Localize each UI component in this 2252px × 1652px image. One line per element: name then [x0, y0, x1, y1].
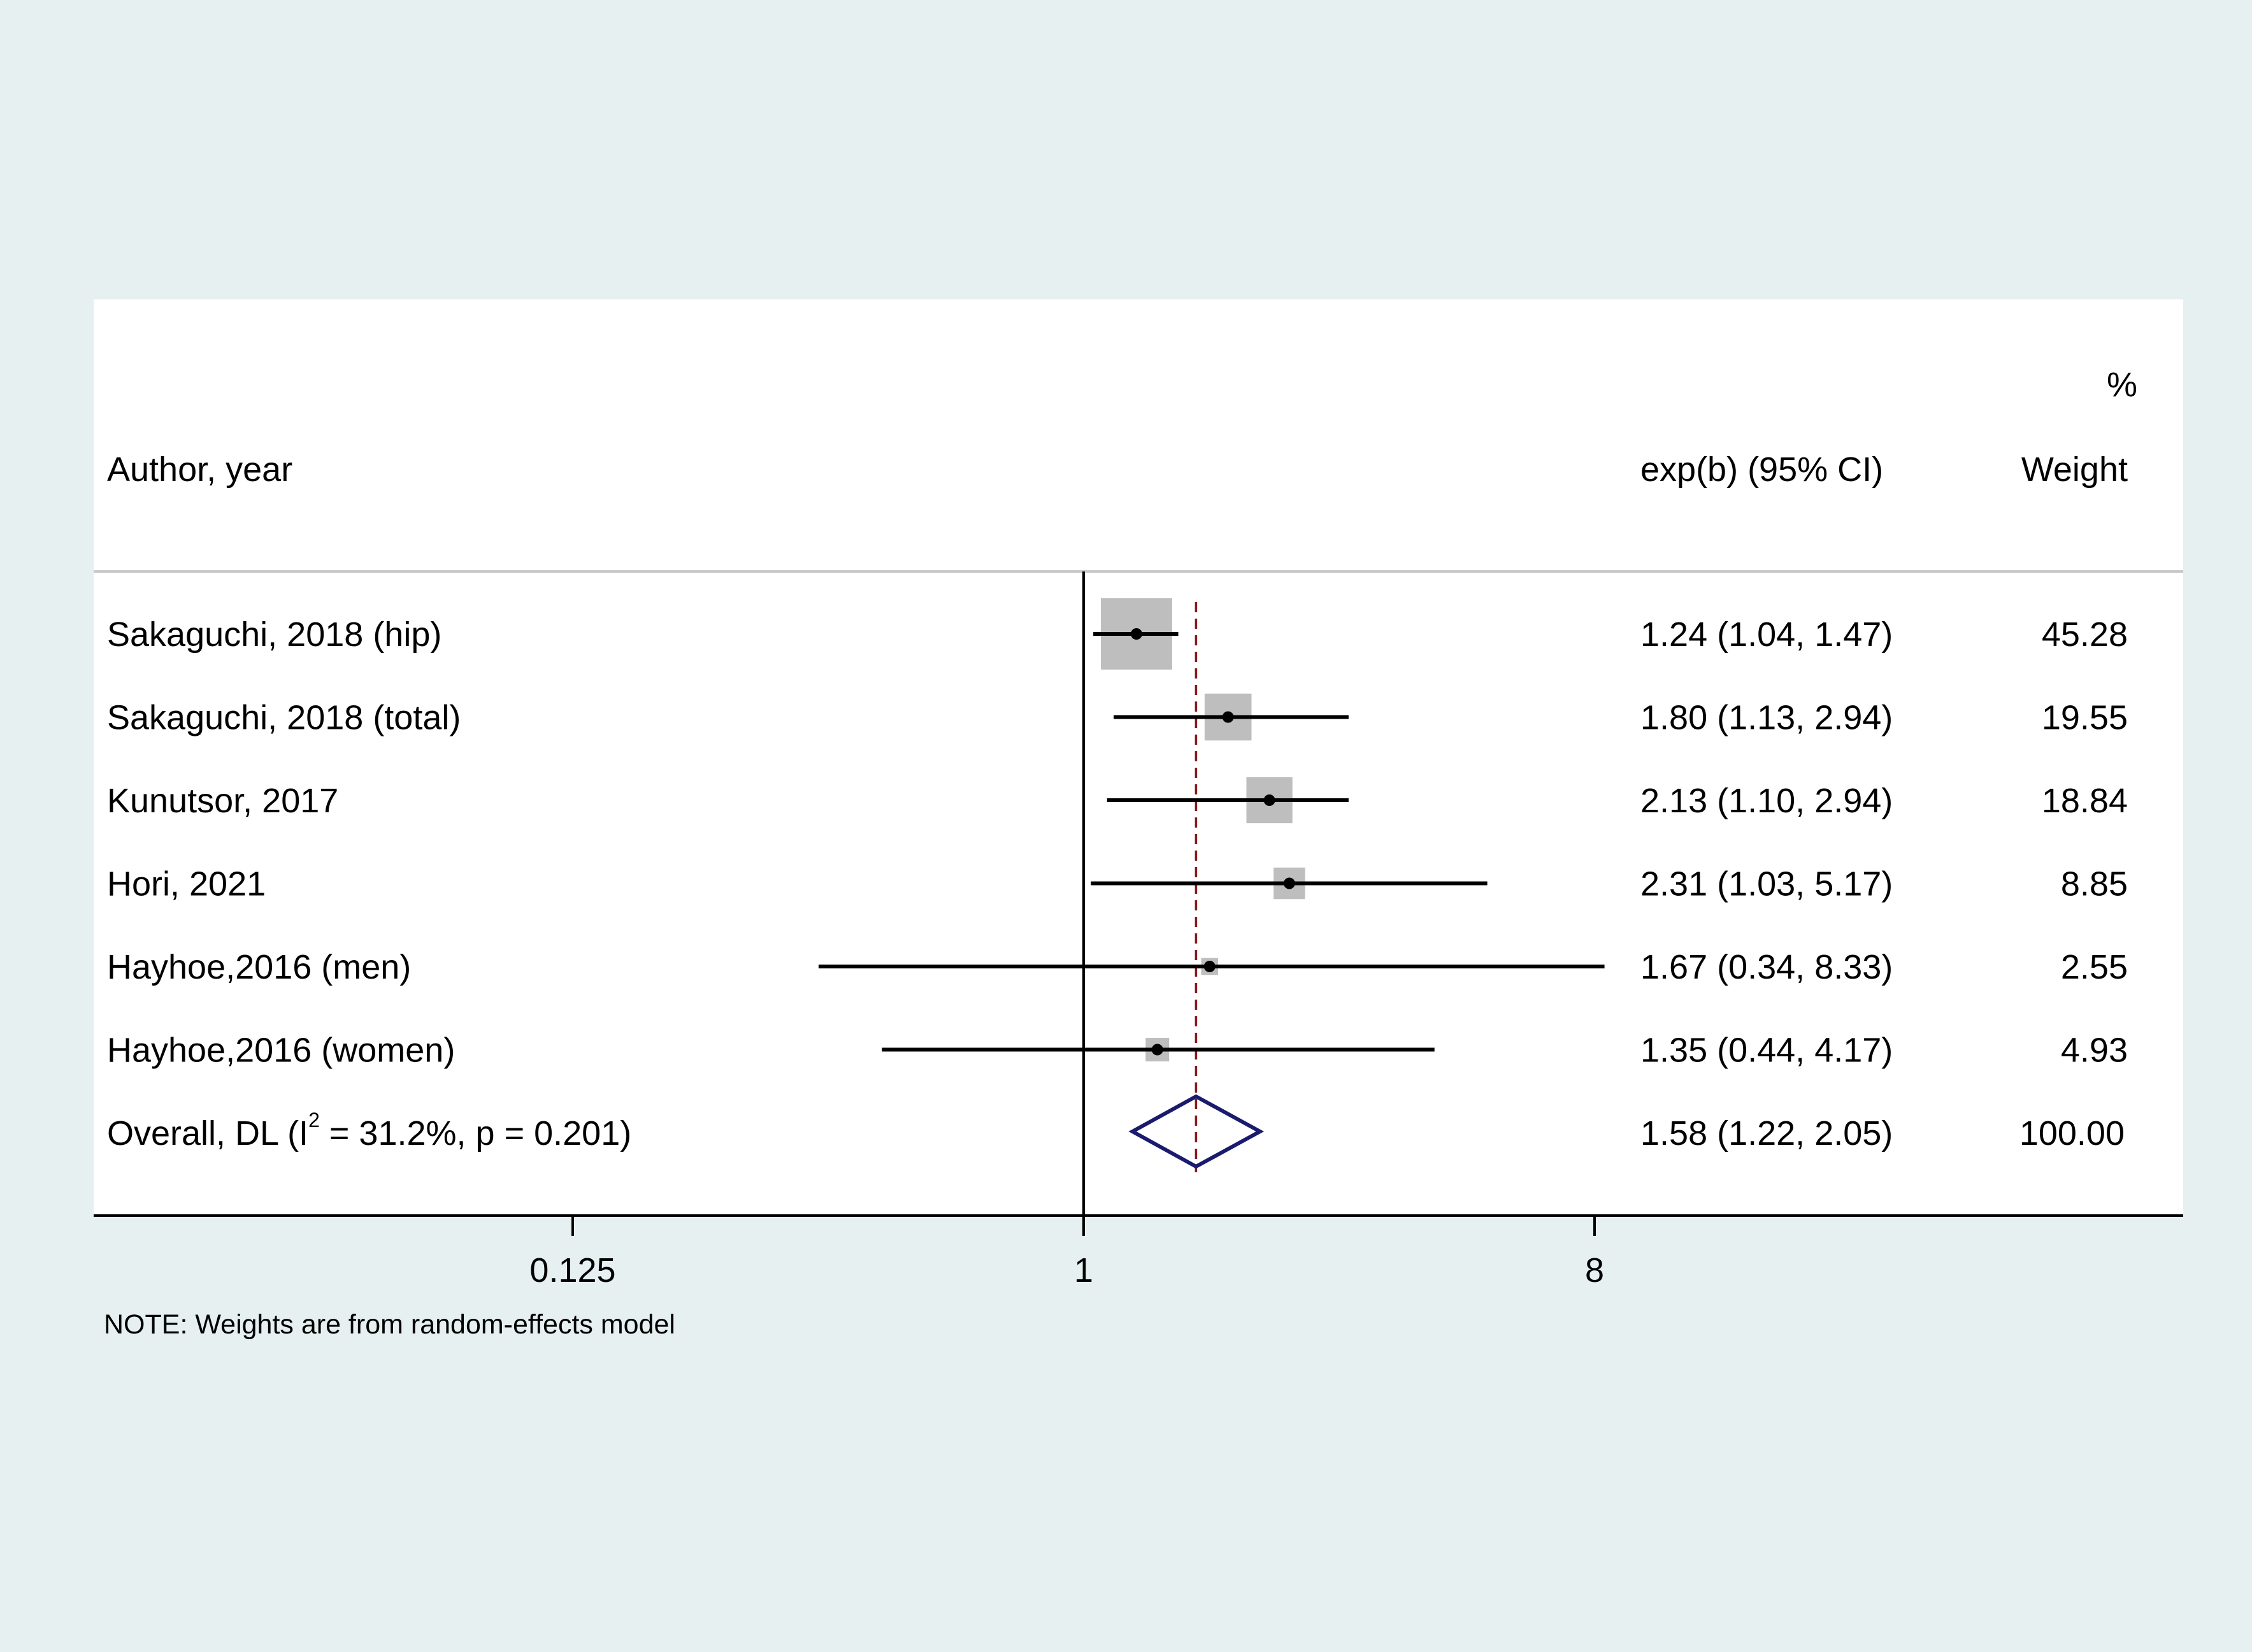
- study-weight: 8.85: [2061, 865, 2128, 903]
- study-label: Kunutsor, 2017: [107, 782, 338, 820]
- overall-label-pre: Overall, DL (I: [107, 1114, 308, 1153]
- study-label: Sakaguchi, 2018 (total): [107, 699, 461, 737]
- study-rows: Sakaguchi, 2018 (hip) 1.24 (1.04, 1.47) 45…: [107, 598, 2128, 1070]
- x-tick-label: 8: [1585, 1251, 1604, 1289]
- plot-region: [94, 299, 2183, 1216]
- study-row: Sakaguchi, 2018 (total) 1.80 (1.13, 2.94)…: [107, 693, 2128, 741]
- header-weight: Weight: [2021, 450, 2128, 489]
- study-row: Hayhoe,2016 (men) 1.67 (0.34, 8.33) 2.55: [107, 948, 2128, 986]
- x-tick-label: 0.125: [529, 1251, 615, 1289]
- note-text: NOTE: Weights are from random-effects mo…: [104, 1309, 675, 1340]
- point-estimate: [1283, 877, 1295, 889]
- point-estimate: [1203, 961, 1216, 972]
- header-study: Author, year: [107, 450, 292, 489]
- overall-ci-text: 1.58 (1.22, 2.05): [1640, 1114, 1893, 1153]
- overall-diamond: [1128, 1094, 1265, 1169]
- study-weight: 19.55: [2042, 699, 2128, 737]
- overall-label-post: = 31.2%, p = 0.201): [320, 1114, 631, 1153]
- study-ci-text: 1.67 (0.34, 8.33): [1640, 948, 1893, 986]
- study-weight: 2.55: [2061, 948, 2128, 986]
- study-weight: 45.28: [2042, 615, 2128, 654]
- point-estimate: [1263, 794, 1275, 806]
- point-estimate: [1130, 628, 1142, 640]
- study-row: Hayhoe,2016 (women) 1.35 (0.44, 4.17) 4.93: [107, 1031, 2128, 1070]
- study-weight: 4.93: [2061, 1031, 2128, 1070]
- study-ci-text: 1.24 (1.04, 1.47): [1640, 615, 1893, 654]
- study-label: Hayhoe,2016 (women): [107, 1031, 455, 1070]
- overall-label-sup: 2: [308, 1109, 320, 1131]
- header-estimate: exp(b) (95% CI): [1640, 450, 1883, 489]
- study-label: Hayhoe,2016 (men): [107, 948, 411, 986]
- study-row: Sakaguchi, 2018 (hip) 1.24 (1.04, 1.47) 45…: [107, 598, 2128, 670]
- point-estimate: [1222, 711, 1234, 723]
- x-tick-label: 1: [1074, 1251, 1093, 1289]
- study-weight: 18.84: [2042, 782, 2128, 820]
- x-axis-ticks: 0.125 1 8: [529, 1216, 1604, 1289]
- study-ci-text: 1.35 (0.44, 4.17): [1640, 1031, 1893, 1070]
- study-ci-text: 2.13 (1.10, 2.94): [1640, 782, 1893, 820]
- overall-weight: 100.00: [2019, 1114, 2125, 1153]
- point-estimate: [1151, 1044, 1163, 1056]
- study-row: Hori, 2021 2.31 (1.03, 5.17) 8.85: [107, 865, 2128, 903]
- study-ci-text: 2.31 (1.03, 5.17): [1640, 865, 1893, 903]
- study-label: Sakaguchi, 2018 (hip): [107, 615, 441, 654]
- overall-label: Overall, DL (I2 = 31.2%, p = 0.201): [107, 1109, 631, 1153]
- study-ci-text: 1.80 (1.13, 2.94): [1640, 699, 1893, 737]
- study-row: Kunutsor, 2017 2.13 (1.10, 2.94) 18.84: [107, 777, 2128, 824]
- header-weight-percent: %: [2107, 366, 2137, 404]
- study-label: Hori, 2021: [107, 865, 266, 903]
